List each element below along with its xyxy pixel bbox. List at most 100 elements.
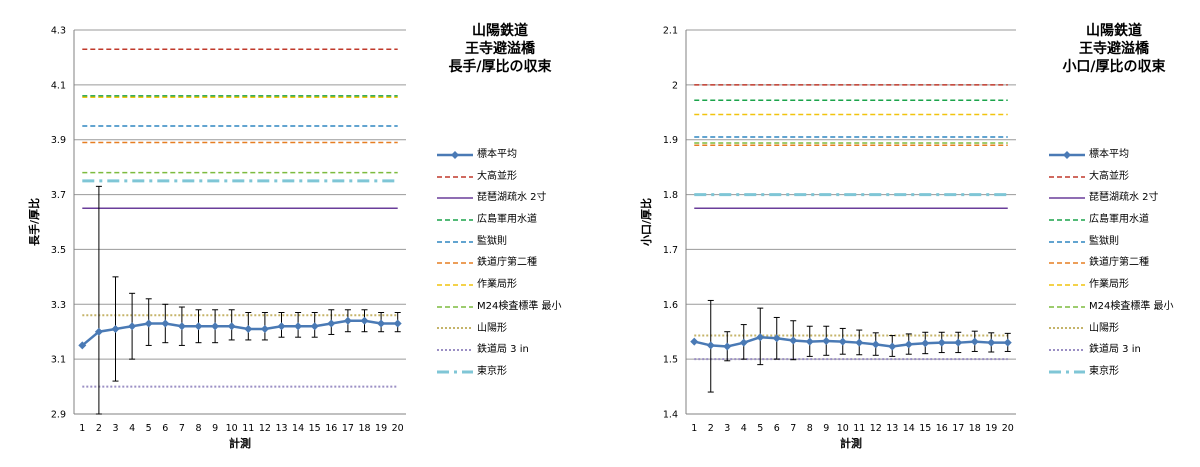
y-tick-label: 2.9 xyxy=(51,410,66,421)
legend-label: 監獄則 xyxy=(1089,235,1119,247)
legend-label: 鉄道庁第二種 xyxy=(1089,257,1149,269)
legend-swatch xyxy=(1049,262,1085,265)
y-tick-label: 1.9 xyxy=(663,135,678,146)
legend-label: 山陽形 xyxy=(477,322,507,334)
legend-swatch xyxy=(437,240,473,243)
y-tick-label: 3.9 xyxy=(51,135,66,146)
x-tick-label: 15 xyxy=(919,423,931,434)
chart-title-line: 王寺避溢橋 xyxy=(465,41,535,57)
x-tick-label: 8 xyxy=(807,423,813,434)
legend-item: 標本平均 xyxy=(1049,144,1174,166)
x-tick-label: 18 xyxy=(969,423,981,434)
data-point-marker xyxy=(343,316,352,325)
legend-label: M24検査標準 最小 xyxy=(1089,300,1174,312)
legend-swatch xyxy=(1049,150,1085,159)
chart-title-left: 山陽鉄道 王寺避溢橋 長手/厚比の収束 xyxy=(430,22,570,76)
data-point-marker xyxy=(310,322,319,331)
x-tick-label: 16 xyxy=(936,423,948,434)
data-point-marker xyxy=(161,319,170,328)
x-tick-label: 5 xyxy=(146,423,152,434)
legend-label: M24検査標準 最小 xyxy=(477,300,562,312)
data-point-marker xyxy=(128,322,137,331)
data-point-marker xyxy=(144,319,153,328)
x-tick-label: 8 xyxy=(195,423,201,434)
x-axis-title: 計測 xyxy=(229,436,251,450)
data-point-marker xyxy=(111,324,120,333)
x-tick-label: 10 xyxy=(837,423,849,434)
legend-swatch xyxy=(437,175,473,178)
x-tick-label: 17 xyxy=(952,423,964,434)
data-point-marker xyxy=(789,336,798,345)
legend-swatch xyxy=(1049,305,1085,308)
legend-item: 広島軍用水道 xyxy=(437,209,562,231)
data-point-marker xyxy=(377,319,386,328)
x-tick-label: 18 xyxy=(358,423,370,434)
legend-item: 監獄則 xyxy=(1049,231,1174,253)
x-tick-label: 19 xyxy=(985,423,997,434)
data-point-marker xyxy=(690,337,699,346)
x-tick-label: 14 xyxy=(292,423,304,434)
legend-swatch-marker xyxy=(1063,150,1071,159)
x-tick-label: 3 xyxy=(112,423,118,434)
legend-swatch xyxy=(1049,240,1085,243)
legend-item: 鉄道局 3 in xyxy=(1049,339,1174,361)
data-point-marker xyxy=(94,327,103,336)
chart-plot-right: 1.41.51.61.71.81.922.11 2 3 4 5 6 7 8 9 10 11 12 13 1… xyxy=(639,26,1016,450)
legend-swatch xyxy=(1049,175,1085,178)
y-tick-label: 3.7 xyxy=(51,190,66,201)
legend-label: 山陽形 xyxy=(1089,322,1119,334)
x-tick-label: 7 xyxy=(790,423,796,434)
data-point-marker xyxy=(723,342,732,351)
legend-item: 山陽形 xyxy=(1049,318,1174,340)
x-tick-label: 1 xyxy=(79,423,85,434)
legend-label: 鉄道局 3 in xyxy=(477,344,529,356)
data-point-marker xyxy=(838,337,847,346)
legend-label: 東京形 xyxy=(477,365,507,377)
data-point-marker xyxy=(1003,338,1012,347)
data-point-marker xyxy=(871,340,880,349)
legend-item: 広島軍用水道 xyxy=(1049,209,1174,231)
x-tick-label: 19 xyxy=(375,423,387,434)
data-point-marker xyxy=(987,338,996,347)
y-tick-label: 3.1 xyxy=(51,355,66,366)
x-axis-title: 計測 xyxy=(840,436,862,450)
x-tick-label: 20 xyxy=(392,423,404,434)
data-point-marker xyxy=(888,342,897,351)
legend-label: 作業局形 xyxy=(1089,279,1129,291)
data-point-marker xyxy=(855,338,864,347)
chart-title-line: 王寺避溢橋 xyxy=(1079,41,1149,57)
legend-label: 琵琶湖疏水 2寸 xyxy=(1089,192,1159,204)
legend-right: 標本平均大高並形琵琶湖疏水 2寸 広島軍用水道 監獄則鉄道庁第二種 作業局形 M24検査… xyxy=(1049,144,1174,383)
y-tick-label: 4.1 xyxy=(51,80,66,91)
data-point-marker xyxy=(393,319,402,328)
legend-swatch xyxy=(437,197,473,199)
legend-swatch xyxy=(437,305,473,308)
legend-item: 作業局形 xyxy=(1049,274,1174,296)
legend-label: 作業局形 xyxy=(477,279,517,291)
x-tick-label: 2 xyxy=(708,423,714,434)
legend-label: 大高並形 xyxy=(1089,170,1129,182)
x-tick-label: 2 xyxy=(96,423,102,434)
legend-item: 大高並形 xyxy=(437,166,562,188)
x-tick-label: 14 xyxy=(903,423,915,434)
chart-title-line: 山陽鉄道 xyxy=(1086,23,1142,39)
data-point-marker xyxy=(756,333,765,342)
legend-swatch xyxy=(437,349,473,352)
legend-label: 琵琶湖疏水 2寸 xyxy=(477,192,547,204)
x-tick-label: 15 xyxy=(309,423,321,434)
legend-label: 大高並形 xyxy=(477,170,517,182)
legend-label: 広島軍用水道 xyxy=(477,214,537,226)
data-point-marker xyxy=(260,324,269,333)
legend-item: 標本平均 xyxy=(437,144,562,166)
data-point-marker xyxy=(227,322,236,331)
legend-swatch xyxy=(1049,219,1085,221)
data-point-marker xyxy=(294,322,303,331)
y-axis-title: 長手/厚比 xyxy=(27,198,41,246)
chart-title-line: 山陽鉄道 xyxy=(472,23,528,39)
chart-title-right: 山陽鉄道 王寺避溢橋 小口/厚比の収束 xyxy=(1044,22,1184,76)
x-tick-label: 10 xyxy=(226,423,238,434)
x-tick-label: 4 xyxy=(129,423,135,434)
legend-label: 広島軍用水道 xyxy=(1089,214,1149,226)
legend-item: 琵琶湖疏水 2寸 xyxy=(1049,187,1174,209)
legend-label: 鉄道庁第二種 xyxy=(477,257,537,269)
